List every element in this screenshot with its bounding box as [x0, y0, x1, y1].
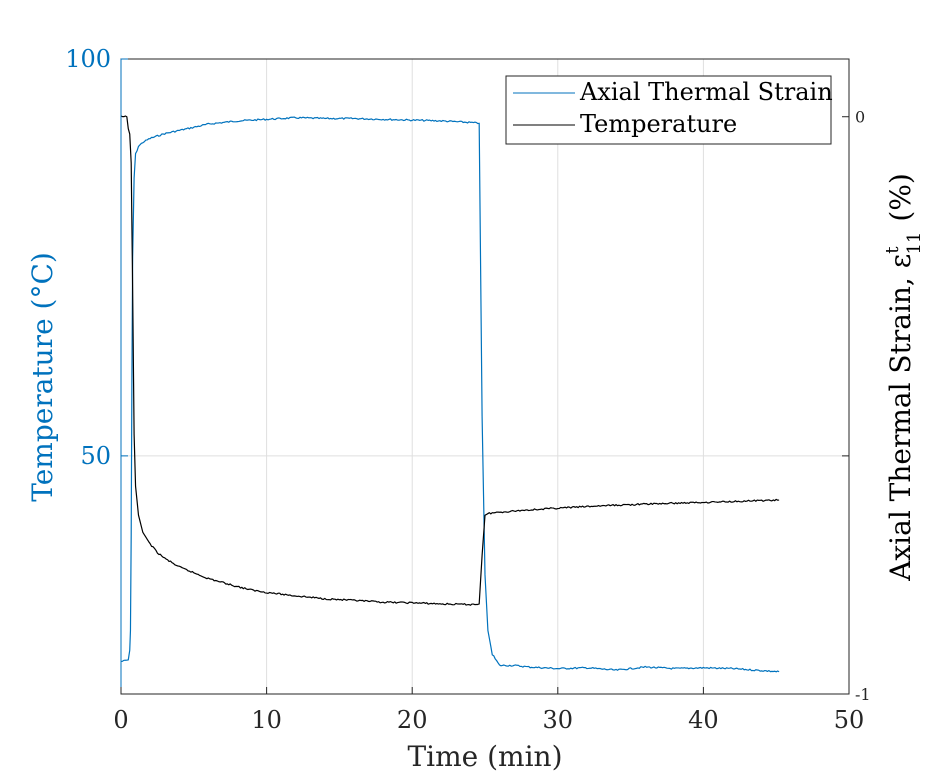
plot-area: [121, 59, 849, 694]
y-axis-right-label-sup: t: [882, 246, 903, 254]
y-axis-right-label-unit: (%): [884, 173, 917, 221]
legend-box: [505, 75, 832, 145]
y-axis-right-label-main: Axial Thermal Strain, ε: [884, 254, 917, 582]
y-right-tick-label: -1: [855, 685, 871, 704]
x-tick-label: 20: [397, 706, 428, 734]
x-tick-label: 10: [251, 706, 282, 734]
y-axis-right-label: Axial Thermal Strain, εt11 (%): [882, 173, 925, 582]
series-layer: [120, 115, 780, 673]
y-left-tick-label: 100: [65, 45, 111, 73]
x-axis-label: Time (min): [407, 740, 562, 773]
legend-label-temperature: Temperature: [580, 110, 737, 138]
x-tick-label: 40: [688, 706, 719, 734]
y-axis-left-label: Temperature (°C): [26, 252, 59, 502]
series-line-axial-thermal-strain: [120, 116, 780, 673]
series-line-temperature: [120, 115, 780, 606]
y-left-tick-label: 50: [80, 442, 111, 470]
grid: [121, 59, 849, 694]
x-tick-label: 50: [834, 706, 865, 734]
legend-label-strain: Axial Thermal Strain: [579, 78, 833, 106]
y-right-tick-label: 0: [855, 108, 865, 127]
ticks: [120, 58, 850, 695]
x-tick-label: 30: [543, 706, 574, 734]
tick-labels: 0 10 20 30 40 50 50 100 0 -1: [65, 45, 870, 734]
x-tick-label: 0: [113, 706, 128, 734]
legend: Axial Thermal Strain Temperature: [505, 75, 833, 145]
y-axis-right-label-sub: 11: [904, 232, 925, 255]
